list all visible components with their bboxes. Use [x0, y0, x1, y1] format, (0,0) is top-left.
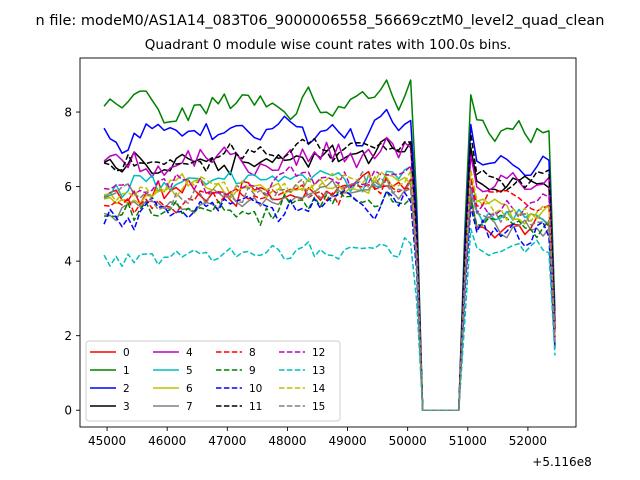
legend-label-7: 7	[186, 401, 193, 413]
legend-label-13: 13	[312, 365, 325, 377]
y-tick-label: 4	[64, 255, 72, 269]
figure-suptitle: n file: modeM0/AS1A14_083T06_9000006558_…	[36, 13, 605, 29]
x-tick-label: 47000	[208, 434, 246, 448]
x-tick-label: 48000	[268, 434, 306, 448]
legend-label-9: 9	[249, 365, 256, 377]
legend-box	[85, 340, 341, 422]
chart-title: Quadrant 0 module wise count rates with …	[145, 37, 511, 53]
y-tick-label: 2	[64, 329, 72, 343]
x-offset-label: +5.116e8	[532, 455, 591, 469]
y-tick-label: 8	[64, 106, 72, 120]
plot-frame	[79, 57, 577, 428]
legend-label-14: 14	[312, 383, 326, 395]
x-tick-label: 50000	[389, 434, 427, 448]
legend-label-8: 8	[249, 347, 256, 359]
series-line-14	[103, 169, 556, 411]
series-line-2	[103, 108, 556, 411]
x-axis: 45000 46000 47000 48000 49000 50000 51000 52000	[88, 427, 547, 448]
series-line-5	[103, 165, 556, 411]
series-line-15	[103, 171, 556, 411]
x-tick-label: 51000	[449, 434, 487, 448]
legend-label-15: 15	[312, 401, 325, 413]
legend-label-11: 11	[249, 401, 262, 413]
series-line-13	[103, 228, 556, 411]
y-axis: 0 2 4 6 8	[64, 106, 80, 418]
legend-label-4: 4	[186, 347, 193, 359]
series-line-1	[103, 79, 556, 411]
series-line-3	[103, 137, 556, 411]
legend-label-1: 1	[123, 365, 130, 377]
legend-label-12: 12	[312, 347, 325, 359]
y-tick-label: 0	[64, 404, 72, 418]
x-tick-label: 52000	[509, 434, 547, 448]
series-line-11	[103, 133, 556, 411]
legend-label-10: 10	[249, 383, 262, 395]
legend-label-6: 6	[186, 383, 193, 395]
series-line-8	[103, 176, 556, 411]
x-tick-label: 49000	[328, 434, 366, 448]
legend-label-5: 5	[186, 365, 193, 377]
series-layer	[103, 79, 556, 411]
x-tick-label: 45000	[88, 434, 126, 448]
x-tick-label: 46000	[148, 434, 186, 448]
y-tick-label: 6	[64, 180, 72, 194]
series-line-10	[103, 189, 556, 411]
legend-label-0: 0	[123, 347, 130, 359]
legend-label-3: 3	[123, 401, 130, 413]
series-line-12	[103, 164, 556, 411]
legend-label-2: 2	[123, 383, 130, 395]
